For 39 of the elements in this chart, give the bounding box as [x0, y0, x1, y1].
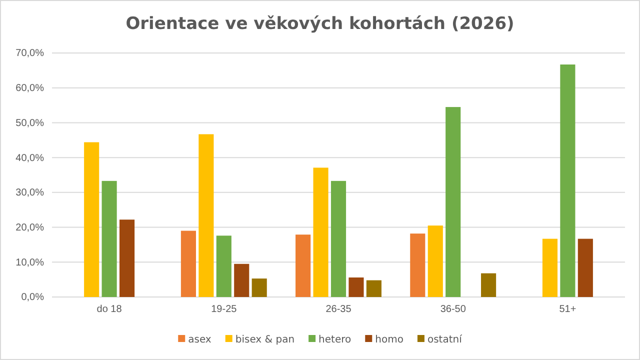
bar [481, 273, 496, 297]
y-tick-label: 0,0% [21, 292, 44, 304]
bar [252, 278, 267, 297]
bar [198, 134, 214, 297]
x-tick-label: 36-50 [440, 304, 466, 316]
y-tick-label: 10,0% [16, 257, 44, 268]
bar [216, 236, 232, 297]
bar [180, 230, 196, 297]
legend-label: hetero [318, 334, 352, 346]
legend-label: ostatní [427, 334, 464, 346]
y-tick-label: 30,0% [16, 188, 44, 199]
y-tick-label: 50,0% [16, 118, 44, 129]
bar [542, 238, 558, 297]
legend-label: homo [375, 334, 404, 346]
y-tick-label: 40,0% [16, 152, 44, 164]
bar [410, 234, 426, 297]
bar [313, 168, 328, 297]
bar [348, 277, 364, 297]
bar [84, 142, 100, 297]
bar [366, 280, 382, 297]
y-tick-label: 20,0% [16, 222, 44, 234]
bar [560, 64, 576, 297]
x-tick-label: 51+ [559, 304, 576, 316]
y-tick-label: 60,0% [16, 83, 44, 94]
bar [119, 220, 135, 297]
bar [234, 264, 250, 297]
x-tick-label: do 18 [96, 304, 122, 316]
bar [428, 226, 443, 297]
bar [578, 238, 593, 297]
bar [102, 180, 117, 297]
bar [296, 234, 311, 297]
legend-label: bisex & pan [235, 334, 295, 346]
bar [446, 107, 461, 297]
chart-title: Orientace ve věkových kohortách (2026) [126, 14, 514, 34]
x-tick-label: 26-35 [326, 304, 352, 316]
legend-label: asex [188, 334, 212, 346]
x-tick-label: 19-25 [211, 304, 238, 316]
y-tick-label: 70,0% [16, 48, 44, 60]
bar [330, 180, 346, 297]
